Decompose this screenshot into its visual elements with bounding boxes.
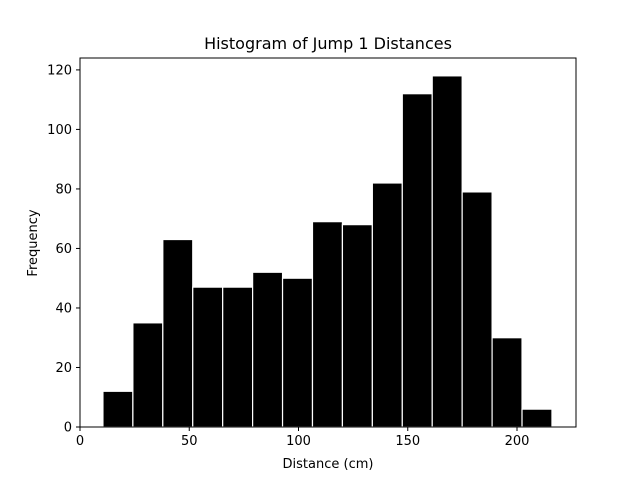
y-tick-label: 120 xyxy=(47,63,72,78)
plot-frame xyxy=(79,57,577,428)
y-axis: 0 20 40 60 80 100 120 xyxy=(47,63,80,436)
histogram-bar xyxy=(102,390,134,428)
x-axis-label: Distance (cm) xyxy=(283,457,374,472)
y-tick-label: 0 xyxy=(64,421,72,436)
histogram-bar xyxy=(401,93,433,428)
x-tick-label: 150 xyxy=(395,434,420,449)
histogram-bar xyxy=(222,286,254,428)
bars-group xyxy=(102,75,553,428)
y-axis-label: Frequency xyxy=(26,209,41,276)
histogram-bar xyxy=(192,286,224,428)
histogram-bar xyxy=(311,221,344,428)
histogram-bar xyxy=(461,191,493,428)
histogram-bar xyxy=(132,322,164,428)
histogram-bar xyxy=(431,75,463,428)
histogram-bar xyxy=(162,238,194,428)
y-tick-label: 80 xyxy=(55,182,72,197)
y-tick-label: 60 xyxy=(55,242,72,257)
histogram-bar xyxy=(491,337,523,428)
y-tick-label: 100 xyxy=(47,123,72,138)
x-tick-label: 50 xyxy=(181,434,198,449)
x-axis: 0 50 100 150 200 xyxy=(76,427,530,449)
chart-title: Histogram of Jump 1 Distances xyxy=(204,34,452,53)
histogram-bar xyxy=(341,224,373,428)
histogram-bar xyxy=(252,271,284,428)
x-tick-label: 0 xyxy=(76,434,84,449)
x-tick-label: 100 xyxy=(286,434,311,449)
histogram-bar xyxy=(281,277,314,428)
y-tick-label: 40 xyxy=(55,301,72,316)
y-tick-label: 20 xyxy=(55,361,72,376)
x-tick-label: 200 xyxy=(505,434,530,449)
histogram-bar xyxy=(371,182,403,428)
histogram-bar xyxy=(521,408,553,428)
